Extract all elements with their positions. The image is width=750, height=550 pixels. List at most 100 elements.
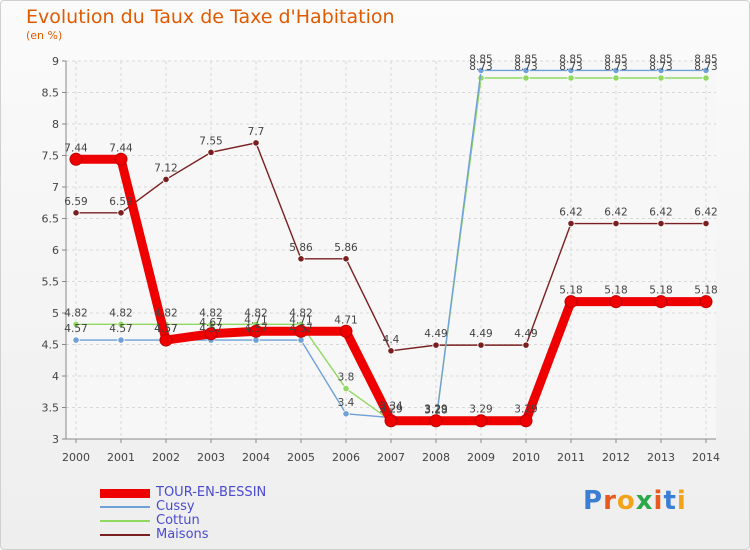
- x-tick-label: 2008: [422, 451, 450, 464]
- data-point-tour-en-bessin: [609, 295, 623, 309]
- data-label-cussy: 3.34: [379, 401, 403, 413]
- data-point-maisons: [72, 209, 80, 217]
- chart-title: Evolution du Taux de Taxe d'Habitation: [26, 6, 395, 28]
- data-label-cussy: 3.4: [338, 397, 355, 409]
- x-tick-label: 2002: [152, 451, 180, 464]
- data-label-tour-en-bessin: 5.18: [694, 285, 717, 297]
- y-tick-label: 5.5: [42, 276, 60, 289]
- logo-letter: o: [616, 486, 636, 516]
- x-tick-label: 2001: [107, 451, 135, 464]
- x-tick-label: 2006: [332, 451, 360, 464]
- data-label-tour-en-bessin: 4.57: [154, 323, 177, 335]
- data-label-maisons: 4.49: [514, 328, 537, 340]
- legend-swatch: [100, 534, 150, 536]
- legend-swatch: [100, 488, 150, 498]
- x-tick-label: 2014: [692, 451, 720, 464]
- data-point-maisons: [342, 255, 350, 263]
- legend-label: Cussy: [156, 499, 195, 514]
- data-label-cussy: 8.85: [514, 53, 537, 65]
- data-point-cussy: [567, 66, 575, 75]
- logo-letter: i: [676, 486, 687, 516]
- data-label-maisons: 5.86: [289, 242, 313, 254]
- legend-label: TOUR-EN-BESSIN: [156, 485, 267, 500]
- data-label-maisons: 6.42: [649, 207, 672, 219]
- x-tick-label: 2000: [62, 451, 90, 464]
- data-point-cottun: [72, 320, 80, 328]
- logo-letter: i: [653, 486, 664, 516]
- data-point-maisons: [432, 341, 440, 349]
- data-label-tour-en-bessin: 3.29: [514, 404, 537, 416]
- data-label-cottun: 4.82: [289, 307, 312, 319]
- data-label-cottun: 8.73: [604, 61, 627, 73]
- data-point-cussy: [117, 336, 125, 344]
- y-tick-label: 4: [52, 370, 59, 383]
- data-point-maisons: [522, 341, 530, 349]
- legend-label: Cottun: [156, 513, 200, 528]
- y-tick-label: 7: [52, 181, 59, 194]
- y-tick-label: 5: [52, 307, 59, 320]
- data-point-cussy: [297, 336, 305, 344]
- data-point-cussy: [477, 66, 485, 75]
- data-label-tour-en-bessin: 3.29: [469, 404, 492, 416]
- data-point-cottun: [342, 384, 350, 393]
- logo-letter: x: [635, 486, 654, 516]
- data-point-tour-en-bessin: [249, 324, 263, 338]
- proxiti-logo: Proxiti: [583, 486, 687, 516]
- data-point-tour-en-bessin: [159, 333, 173, 347]
- y-tick-label: 8: [52, 118, 59, 131]
- y-tick-label: 6: [52, 244, 59, 257]
- data-label-maisons: 4.49: [469, 328, 492, 340]
- data-label-maisons: 6.42: [694, 207, 717, 219]
- data-label-maisons: 7.12: [154, 162, 177, 174]
- data-point-cussy: [612, 66, 620, 75]
- data-point-maisons: [207, 148, 215, 156]
- data-point-cottun: [522, 74, 530, 82]
- y-tick-label: 9: [52, 55, 59, 68]
- data-point-tour-en-bessin: [654, 295, 668, 309]
- data-label-maisons: 5.86: [334, 242, 358, 254]
- data-label-cussy: 8.85: [649, 53, 672, 65]
- y-tick-label: 3: [52, 433, 59, 446]
- data-point-cussy: [522, 66, 530, 75]
- data-label-tour-en-bessin: 7.44: [64, 142, 88, 154]
- data-point-maisons: [612, 219, 620, 228]
- data-point-tour-en-bessin: [429, 414, 443, 428]
- data-label-tour-en-bessin: 5.18: [604, 285, 627, 297]
- data-point-cussy: [702, 66, 710, 75]
- x-tick-label: 2010: [512, 451, 540, 464]
- y-tick-label: 8.5: [42, 87, 60, 100]
- data-point-cottun: [702, 74, 710, 82]
- y-tick-label: 6.5: [42, 213, 60, 226]
- data-point-maisons: [702, 219, 710, 228]
- x-tick-label: 2013: [647, 451, 675, 464]
- data-point-maisons: [567, 219, 575, 228]
- data-label-cussy: 4.57: [64, 323, 87, 335]
- data-label-cottun: 3.29: [424, 404, 447, 416]
- data-label-cottun: 8.73: [649, 61, 672, 73]
- data-point-tour-en-bessin: [384, 414, 398, 428]
- data-point-maisons: [477, 341, 485, 349]
- data-label-tour-en-bessin: 5.18: [559, 285, 582, 297]
- data-label-cottun: 4.82: [199, 307, 222, 319]
- data-label-cussy: 4.57: [109, 323, 132, 335]
- data-label-tour-en-bessin: 4.71: [289, 314, 312, 326]
- data-point-cottun: [117, 320, 125, 328]
- data-label-cottun: 3.29: [379, 404, 402, 416]
- y-tick-label: 3.5: [42, 402, 60, 415]
- data-point-tour-en-bessin: [519, 414, 533, 428]
- data-point-cottun: [657, 74, 665, 82]
- data-label-maisons: 4.4: [383, 334, 400, 346]
- data-label-cottun: 4.82: [244, 307, 267, 319]
- data-point-maisons: [162, 175, 170, 184]
- x-tick-label: 2012: [602, 451, 630, 464]
- data-label-maisons: 6.59: [109, 196, 132, 208]
- data-label-cottun: 4.82: [154, 307, 177, 319]
- data-label-cussy: 8.85: [469, 53, 492, 65]
- data-point-tour-en-bessin: [204, 327, 218, 341]
- data-label-cottun: 8.73: [694, 61, 717, 73]
- data-label-cottun: 4.82: [64, 307, 87, 319]
- logo-letter: r: [603, 486, 617, 516]
- data-point-maisons: [657, 219, 665, 228]
- data-label-cottun: 8.73: [514, 61, 537, 73]
